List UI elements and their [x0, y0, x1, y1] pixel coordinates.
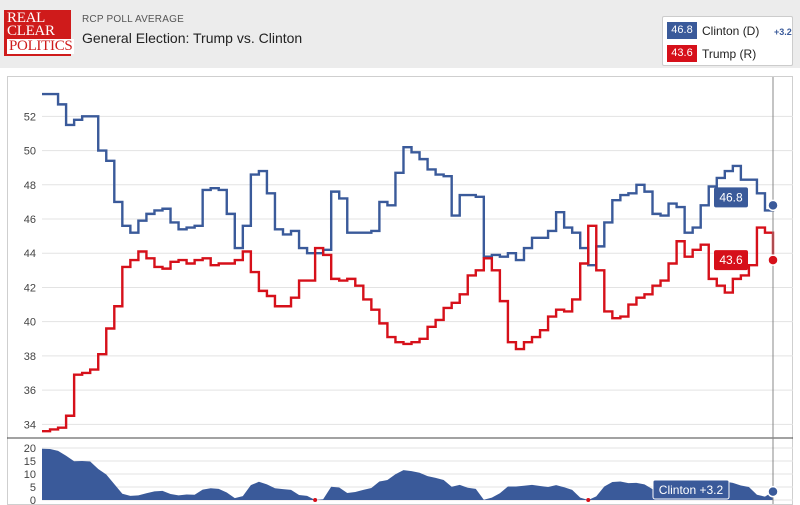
legend-value-trump: 43.6 [667, 45, 697, 63]
clinton-callout-label: 46.8 [719, 190, 743, 204]
clinton-end-marker [767, 199, 779, 212]
spread-tick-label: 5 [30, 482, 36, 494]
trump-end-marker [767, 254, 779, 266]
logo-line-1: REAL [7, 10, 45, 26]
y-tick-label: 48 [24, 180, 36, 192]
spread-area [42, 448, 773, 500]
logo-line-3: POLITICS [7, 38, 75, 54]
legend-name-clinton: Clinton (D) [702, 23, 760, 38]
eyebrow-label: RCP POLL AVERAGE [82, 14, 184, 25]
logo-line-2: CLEAR [7, 23, 55, 39]
y-tick-label: 34 [24, 419, 36, 431]
clinton-callout-box [714, 187, 748, 208]
trump-callout-label: 43.6 [719, 253, 743, 267]
legend-item-trump[interactable]: 43.6 Trump (R) [667, 45, 756, 63]
spread-callout-box [652, 479, 730, 500]
y-tick-label: 44 [24, 248, 36, 260]
legend-name-trump: Trump (R) [702, 46, 757, 61]
spread-end-marker [767, 485, 779, 498]
legend-value-clinton: 46.8 [667, 22, 697, 40]
spread-trump-lead-mark [586, 498, 591, 502]
y-tick-label: 40 [24, 317, 36, 329]
header: REAL CLEAR POLITICS RCP POLL AVERAGE Gen… [0, 0, 800, 68]
trump-line [42, 224, 775, 433]
spread-tick-label: 10 [24, 469, 36, 481]
spread-callout-label: Clinton +3.2 [659, 483, 724, 497]
spread-tick-label: 0 [30, 495, 36, 505]
y-tick-label: 46 [24, 214, 36, 226]
y-tick-label: 50 [24, 146, 36, 158]
spread-trump-lead-mark [313, 498, 318, 502]
page-title: General Election: Trump vs. Clinton [82, 30, 303, 46]
legend: 46.8 Clinton (D) +3.2 43.6 Trump (R) [662, 16, 793, 66]
y-tick-label: 52 [24, 111, 36, 123]
legend-item-clinton[interactable]: 46.8 Clinton (D) [667, 22, 759, 40]
y-tick-label: 38 [24, 351, 36, 363]
y-tick-label: 42 [24, 282, 36, 294]
spread-tick-label: 15 [24, 456, 36, 468]
legend-spread: +3.2 [774, 27, 792, 37]
spread-tick-label: 20 [24, 443, 36, 455]
trump-callout-box [714, 250, 748, 271]
clinton-line [42, 92, 775, 267]
y-tick-label: 36 [24, 385, 36, 397]
rcp-logo[interactable]: REAL CLEAR POLITICS [4, 10, 75, 56]
